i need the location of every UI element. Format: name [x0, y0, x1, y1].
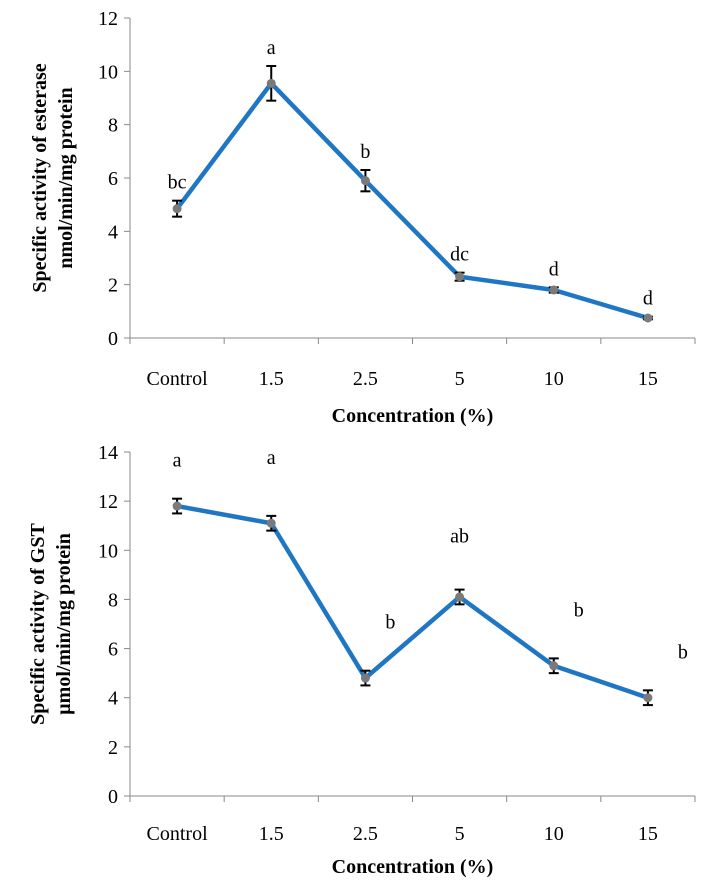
x-tick-label: 15 — [638, 823, 658, 845]
data-point — [549, 285, 559, 295]
data-point — [455, 272, 465, 282]
data-point — [266, 78, 276, 88]
x-tick-label: Control — [147, 368, 209, 390]
y-tick-label: 2 — [108, 275, 118, 297]
y-tick-label: 0 — [108, 786, 118, 808]
x-tick-label: 15 — [638, 368, 658, 390]
significance-label: a — [267, 37, 276, 59]
significance-label: a — [173, 450, 182, 472]
y-tick-label: 10 — [98, 540, 118, 562]
y-tick-label: 2 — [108, 737, 118, 759]
data-point — [643, 693, 653, 703]
y-tick-label: 0 — [108, 328, 118, 350]
significance-label: d — [643, 288, 653, 310]
data-point — [172, 204, 182, 214]
y-axis-title-line: µmol/min/mg protein — [53, 533, 75, 715]
y-axis-title-line: nmol/min/mg protein — [55, 87, 77, 268]
y-tick-label: 12 — [98, 8, 118, 30]
significance-label: ab — [450, 526, 469, 548]
esterase-chart: 0 2 4 6 8 10 12 Control 1.5 2.5 5 10 15 Concentration… — [29, 8, 696, 427]
significance-label: b — [574, 599, 584, 621]
y-axis-title-line: Specific activity of esterase — [29, 63, 51, 292]
data-point — [266, 518, 276, 528]
significance-label: dc — [450, 244, 469, 266]
data-point — [549, 661, 559, 671]
significance-label: b — [678, 641, 688, 663]
y-tick-label: 6 — [108, 639, 118, 661]
y-tick-label: 14 — [98, 442, 118, 464]
significance-label: bc — [168, 172, 187, 194]
series-line — [176, 503, 649, 700]
data-point — [360, 673, 370, 683]
significance-label: d — [549, 258, 559, 280]
y-tick-label: 8 — [108, 589, 118, 611]
x-tick-label: 5 — [455, 368, 465, 390]
x-tick-label: 2.5 — [353, 368, 378, 390]
series-line — [175, 81, 649, 321]
y-tick-label: 4 — [108, 688, 118, 710]
x-tick-label: 10 — [544, 368, 564, 390]
x-tick-label: Control — [147, 823, 209, 845]
significance-label: b — [360, 141, 370, 163]
significance-label: b — [385, 612, 395, 634]
data-point — [643, 313, 653, 323]
x-tick-label: 10 — [544, 823, 564, 845]
gst-chart: 0 2 4 6 8 10 12 14 Control 1.5 2.5 5 10 15 Concentrati… — [27, 442, 696, 878]
data-point — [360, 176, 370, 186]
y-tick-label: 10 — [98, 61, 118, 83]
y-axis-title-line: Specific activity of GST — [27, 523, 49, 725]
data-point — [172, 501, 182, 511]
significance-label: a — [267, 447, 276, 469]
x-axis-title: Concentration (%) — [332, 405, 494, 427]
y-tick-label: 8 — [108, 115, 118, 137]
data-point — [455, 592, 465, 602]
x-tick-label: 2.5 — [353, 823, 378, 845]
x-tick-label: 1.5 — [259, 823, 284, 845]
y-tick-label: 6 — [108, 168, 118, 190]
x-tick-label: 5 — [455, 823, 465, 845]
y-tick-label: 12 — [98, 491, 118, 513]
x-axis-title: Concentration (%) — [332, 856, 494, 878]
x-tick-label: 1.5 — [259, 368, 284, 390]
y-tick-label: 4 — [108, 221, 118, 243]
